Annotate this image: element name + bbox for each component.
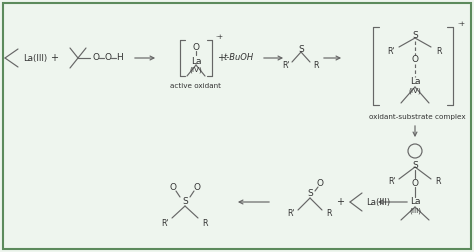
Text: O: O [192,43,200,51]
Text: R: R [313,60,319,70]
Text: O: O [104,53,111,62]
Text: R: R [435,176,441,185]
Text: O: O [92,53,100,62]
Text: t-BuOH: t-BuOH [224,53,254,62]
Text: O: O [411,178,419,187]
Text: O: O [317,179,323,188]
Text: ·+: ·+ [457,21,465,27]
Text: La(III): La(III) [23,53,47,62]
Text: S: S [298,45,304,53]
Text: O: O [170,183,176,193]
Text: (IV): (IV) [190,67,202,73]
Text: oxidant-substrate complex: oxidant-substrate complex [369,114,465,120]
Text: S: S [412,161,418,170]
Text: active oxidant: active oxidant [171,83,221,89]
Text: R: R [326,209,332,218]
Text: +: + [336,197,344,207]
Text: R': R' [387,47,395,55]
Text: (III): (III) [409,208,421,214]
Text: La: La [191,56,201,66]
Circle shape [408,144,422,158]
Text: S: S [412,30,418,40]
Text: ·+: ·+ [215,34,223,40]
Text: +: + [217,53,225,63]
Text: La: La [410,78,420,86]
Text: R: R [202,218,208,228]
Text: R': R' [287,209,295,218]
Text: (IV): (IV) [409,88,421,94]
Text: +: + [50,53,58,63]
Text: +: + [411,146,419,156]
Text: R': R' [388,176,396,185]
Text: S: S [307,190,313,199]
Text: R': R' [161,218,169,228]
Text: La: La [410,198,420,206]
Text: R: R [436,47,442,55]
Text: O: O [411,55,419,65]
Text: H: H [117,53,123,62]
Text: S: S [182,198,188,206]
Text: R': R' [282,60,290,70]
Text: La(III): La(III) [366,198,390,206]
Text: O: O [193,183,201,193]
